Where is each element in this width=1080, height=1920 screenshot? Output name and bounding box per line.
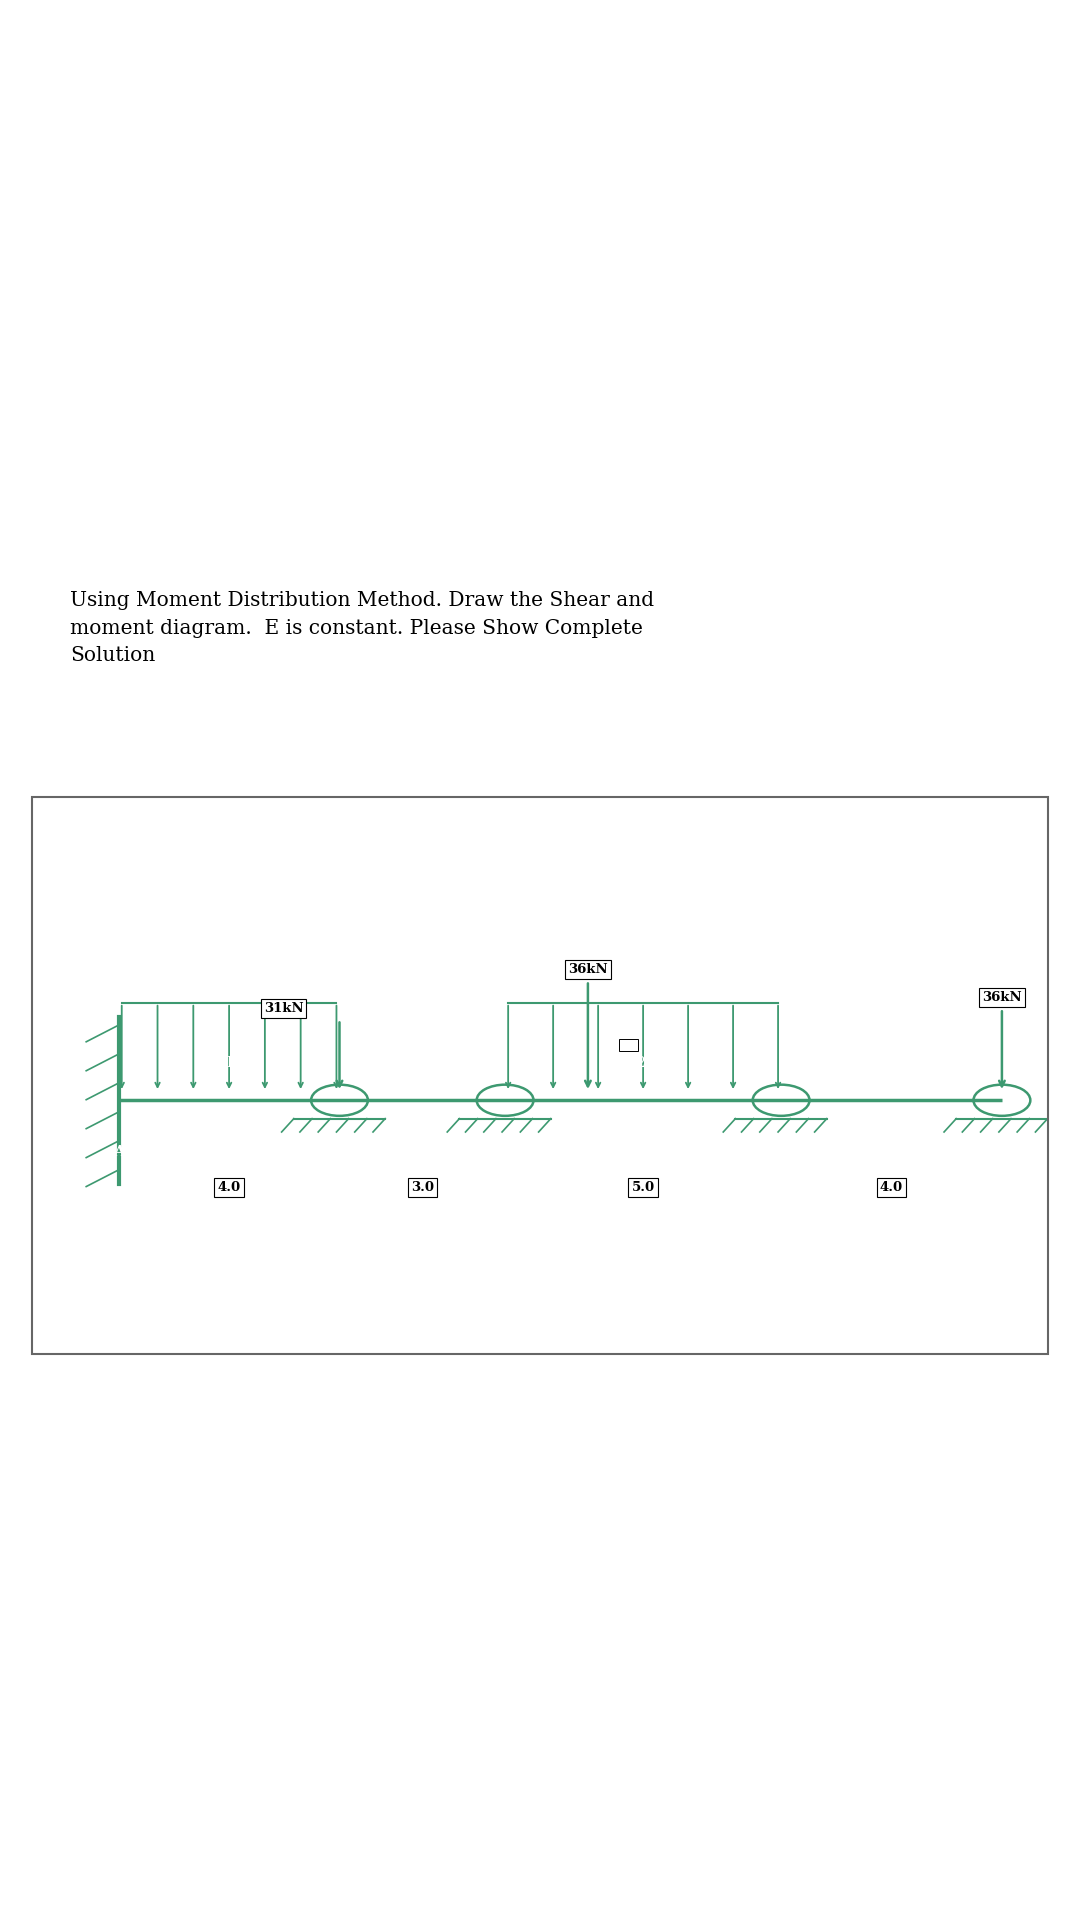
Text: A: A (112, 1144, 124, 1160)
Text: 2I: 2I (636, 1056, 650, 1069)
Text: I: I (889, 1056, 894, 1069)
Text: 5.0: 5.0 (632, 1181, 654, 1194)
Text: 46kN/m: 46kN/m (199, 972, 260, 987)
Text: 36kN: 36kN (982, 991, 1022, 1004)
Text: I: I (420, 1056, 426, 1069)
Text: Using Moment Distribution Method. Draw the Shear and
moment diagram.  E is const: Using Moment Distribution Method. Draw t… (70, 591, 654, 664)
Text: 3.0: 3.0 (410, 1181, 434, 1194)
Text: E: E (996, 1144, 1008, 1160)
Text: 4.0: 4.0 (880, 1181, 903, 1194)
Text: I: I (227, 1056, 232, 1069)
Text: 1.5: 1.5 (620, 1041, 637, 1048)
Text: B: B (333, 1144, 346, 1160)
Text: C: C (499, 1144, 511, 1160)
Text: 56kN/m: 56kN/m (612, 972, 674, 987)
Text: 31kN: 31kN (264, 1002, 303, 1016)
Text: 4.0: 4.0 (217, 1181, 241, 1194)
Text: D: D (774, 1144, 787, 1160)
Text: 36kN: 36kN (568, 964, 608, 975)
